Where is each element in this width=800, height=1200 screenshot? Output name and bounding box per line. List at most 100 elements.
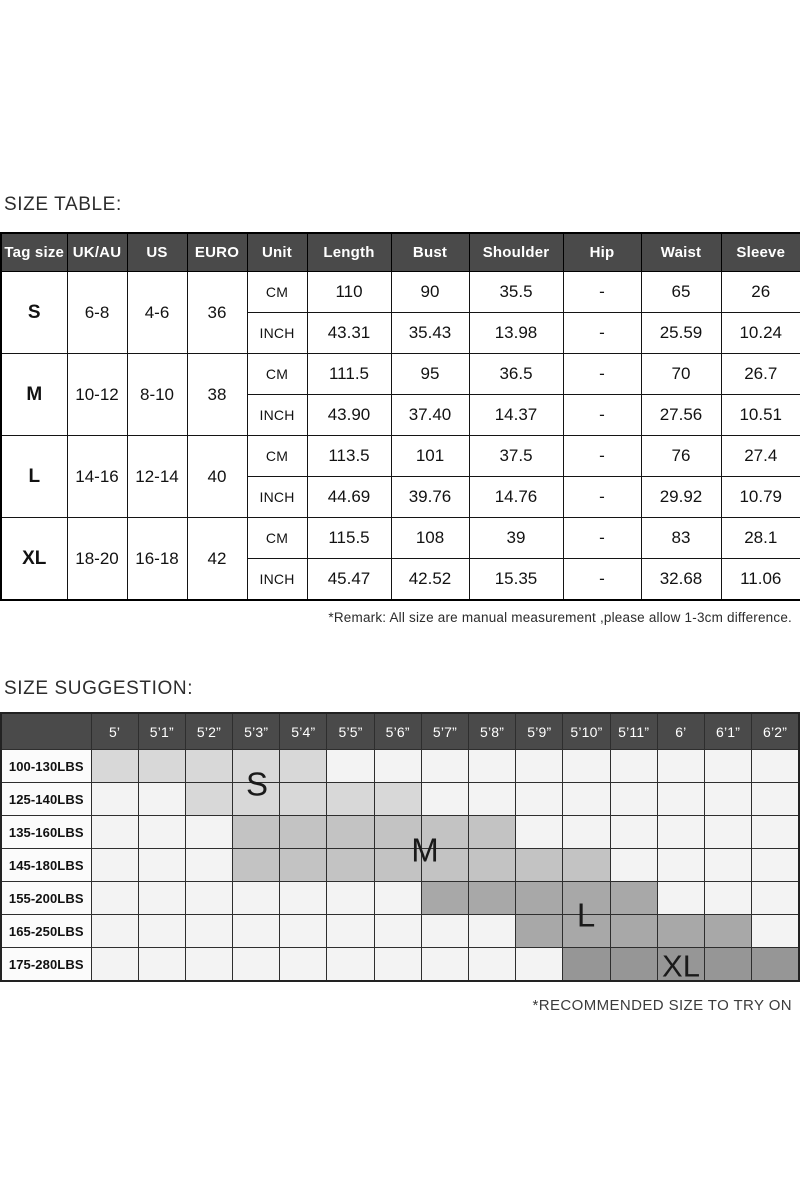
suggestion-cell xyxy=(515,815,564,849)
suggestion-cell xyxy=(703,749,753,783)
measurement-cell: 10.79 xyxy=(720,476,800,518)
suggestion-cell xyxy=(373,914,422,948)
suggestion-cell xyxy=(609,848,658,882)
height-column-header: 5’1” xyxy=(137,712,186,750)
suggestion-cell xyxy=(467,848,517,882)
measurement-cell: 43.90 xyxy=(306,394,392,436)
suggestion-cell xyxy=(90,749,139,783)
corner-cell xyxy=(0,712,92,750)
suggestion-cell xyxy=(420,947,470,982)
suggestion-cell xyxy=(515,947,564,982)
suggestion-cell xyxy=(467,782,517,816)
suggestion-cell xyxy=(279,782,328,816)
suggestion-cell xyxy=(279,848,328,882)
suggestion-cell xyxy=(751,848,800,882)
measurement-cell: 39 xyxy=(468,517,564,559)
suggestion-cell xyxy=(515,914,564,948)
weight-label-cell: 165-250LBS xyxy=(0,914,92,948)
euro-cell: 38 xyxy=(186,353,248,436)
suggestion-cell xyxy=(609,782,658,816)
suggestion-cell xyxy=(609,914,658,948)
suggestion-cell xyxy=(420,815,470,849)
measurement-cell: 26 xyxy=(720,271,800,313)
suggestion-cell xyxy=(137,848,186,882)
height-column-header: 6’ xyxy=(656,712,705,750)
size-table-row-inch: INCH 44.69 39.76 14.76-29.92 10.79 xyxy=(1,476,800,518)
suggestion-cell xyxy=(751,782,800,816)
suggestion-cell xyxy=(751,914,800,948)
us-cell: 16-18 xyxy=(126,517,188,601)
suggestion-cell xyxy=(90,815,139,849)
suggestion-cell xyxy=(467,749,517,783)
weight-row: 175-280LBS xyxy=(0,947,800,982)
us-cell: 12-14 xyxy=(126,435,188,518)
unit-cell: CM xyxy=(246,435,308,477)
weight-row: 155-200LBS xyxy=(0,881,800,915)
measurement-cell: 43.31 xyxy=(306,312,392,354)
size-suggestion-table: 5’ 5’1” 5’2” 5’3” 5’4” 5’5” 5’6” 5’7” 5’8” 5’9” 5’… xyxy=(0,712,800,982)
suggestion-cell xyxy=(279,947,328,982)
suggestion-cell xyxy=(326,947,375,982)
measurement-cell: - xyxy=(562,394,642,436)
height-column-header: 5’7” xyxy=(420,712,470,750)
suggestion-cell xyxy=(90,782,139,816)
suggestion-cell xyxy=(751,881,800,915)
uk-au-cell: 10-12 xyxy=(66,353,128,436)
suggestion-cell xyxy=(184,947,234,982)
unit-cell: CM xyxy=(246,353,308,395)
weight-row: 135-160LBS xyxy=(0,815,800,849)
measurement-cell: 101 xyxy=(390,435,470,477)
suggestion-cell xyxy=(90,947,139,982)
measurement-cell: 26.7 xyxy=(720,353,800,395)
height-column-header: 5’8” xyxy=(467,712,517,750)
size-table-column-header: Waist xyxy=(640,232,722,272)
suggestion-cell xyxy=(515,782,564,816)
measurement-cell: 70 xyxy=(640,353,722,395)
suggestion-cell xyxy=(703,947,753,982)
suggestion-cell xyxy=(90,848,139,882)
suggestion-cell xyxy=(515,848,564,882)
height-column-header: 6’1” xyxy=(703,712,753,750)
measurement-cell: 14.76 xyxy=(468,476,564,518)
unit-cell: CM xyxy=(246,271,308,313)
suggestion-cell xyxy=(562,815,611,849)
height-column-header: 5’3” xyxy=(232,712,281,750)
suggestion-cell xyxy=(326,881,375,915)
height-column-header: 5’6” xyxy=(373,712,422,750)
size-table-column-header: Shoulder xyxy=(468,232,564,272)
suggestion-cell xyxy=(420,848,470,882)
size-table-row-cm: L 14-16 12-14 40 CM 113.5 101 37.5-76 27.4 xyxy=(0,435,800,518)
measurement-cell: - xyxy=(562,271,642,313)
measurement-cell: 10.24 xyxy=(720,312,800,354)
size-table-row-cm: S 6-8 4-6 36 CM 110 90 35.5-65 26 xyxy=(0,271,800,354)
suggestion-cell xyxy=(90,881,139,915)
suggestion-cell xyxy=(326,815,375,849)
recommended-size-note: *RECOMMENDED SIZE TO TRY ON xyxy=(532,997,792,1014)
size-table-heading: SIZE TABLE: xyxy=(4,194,122,215)
suggestion-cell xyxy=(656,848,705,882)
suggestion-cell xyxy=(326,914,375,948)
measurement-cell: - xyxy=(562,517,642,559)
suggestion-cell xyxy=(751,749,800,783)
height-column-header: 5’4” xyxy=(279,712,328,750)
size-table-column-header: US xyxy=(126,232,188,272)
suggestion-cell xyxy=(467,947,517,982)
region-label-l: L xyxy=(576,896,596,934)
suggestion-cell xyxy=(656,749,705,783)
suggestion-cell xyxy=(184,749,234,783)
weight-label-cell: 145-180LBS xyxy=(0,848,92,882)
suggestion-cell xyxy=(137,815,186,849)
suggestion-cell xyxy=(184,881,234,915)
suggestion-cell xyxy=(703,881,753,915)
unit-cell: CM xyxy=(246,517,308,559)
suggestion-cell xyxy=(562,914,611,948)
size-table-column-header: EURO xyxy=(186,232,248,272)
size-table-row-inch: INCH 45.47 42.52 15.35-32.68 11.06 xyxy=(1,558,800,601)
suggestion-cell xyxy=(373,749,422,783)
us-cell: 8-10 xyxy=(126,353,188,436)
uk-au-cell: 18-20 xyxy=(66,517,128,601)
suggestion-cell xyxy=(279,881,328,915)
size-tag-cell: M xyxy=(0,353,68,436)
suggestion-cell xyxy=(232,947,281,982)
height-column-header: 5’9” xyxy=(515,712,564,750)
